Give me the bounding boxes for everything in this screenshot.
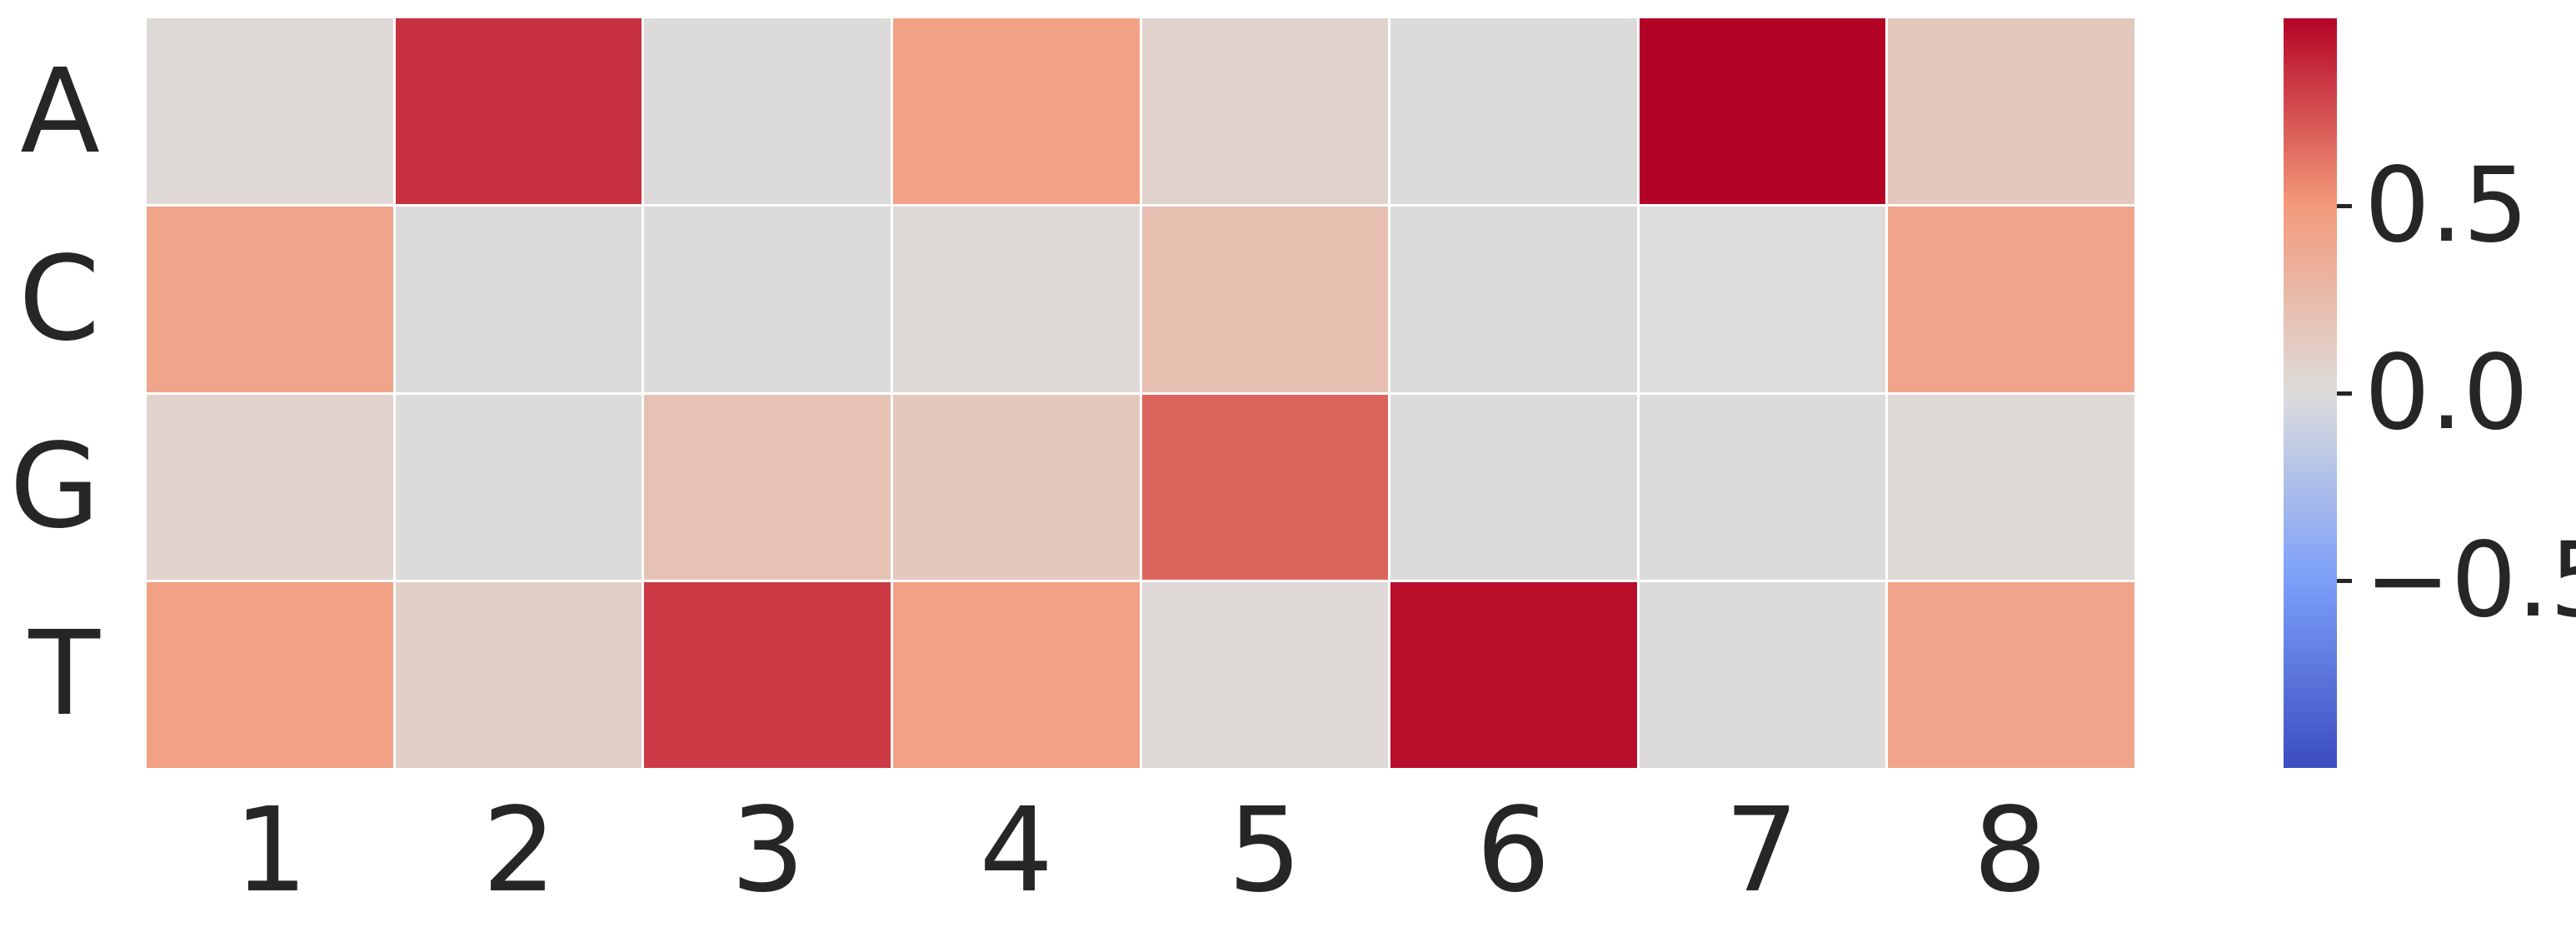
colorbar-tick-label: 0.0 xyxy=(2364,333,2529,453)
heatmap-cell xyxy=(1141,582,1389,768)
heatmap-cell xyxy=(1141,18,1389,204)
heatmap-cell xyxy=(147,18,393,204)
heatmap-cell xyxy=(1390,18,1637,204)
x-tick-label: 3 xyxy=(731,783,806,919)
heatmap-cell xyxy=(147,394,393,581)
x-tick-label: 5 xyxy=(1227,783,1302,919)
heatmap-cell xyxy=(1888,18,2134,204)
heatmap-cell xyxy=(1639,206,1886,392)
colorbar-tick-mark xyxy=(2337,578,2352,583)
heatmap-cell xyxy=(395,18,642,204)
x-tick-label: 6 xyxy=(1475,783,1550,919)
heatmap-cell xyxy=(395,206,642,392)
heatmap-cell xyxy=(892,394,1140,581)
x-tick-label: 1 xyxy=(233,783,308,919)
heatmap-grid xyxy=(147,18,2134,768)
colorbar-tick-mark xyxy=(2337,391,2352,396)
heatmap-cell xyxy=(395,582,642,768)
x-tick-label: 2 xyxy=(482,783,557,919)
x-tick-label: 7 xyxy=(1725,783,1800,919)
colorbar-tick-mark xyxy=(2337,203,2352,208)
y-tick-label: G xyxy=(9,418,101,555)
x-tick-label: 4 xyxy=(979,783,1054,919)
y-tick-label: A xyxy=(20,43,100,180)
y-tick-label: C xyxy=(18,231,100,367)
y-tick-label: T xyxy=(28,606,100,742)
heatmap-cell xyxy=(1639,394,1886,581)
heatmap-cell xyxy=(644,394,891,581)
heatmap-cell xyxy=(644,18,891,204)
heatmap-cell xyxy=(892,582,1140,768)
heatmap-cell xyxy=(1888,206,2134,392)
heatmap-cell xyxy=(892,18,1140,204)
heatmap-cell xyxy=(1141,206,1389,392)
colorbar-tick-label: −0.5 xyxy=(2364,521,2576,640)
heatmap-cell xyxy=(147,582,393,768)
heatmap-cell xyxy=(1390,582,1637,768)
heatmap-cell xyxy=(1390,206,1637,392)
x-tick-label: 8 xyxy=(1973,783,2048,919)
colorbar-tick-label: 0.5 xyxy=(2364,146,2529,266)
heatmap-cell xyxy=(395,394,642,581)
heatmap-cell xyxy=(644,206,891,392)
heatmap-cell xyxy=(1141,394,1389,581)
heatmap-cell xyxy=(644,582,891,768)
heatmap-cell xyxy=(1888,582,2134,768)
colorbar xyxy=(2284,18,2337,768)
heatmap-cell xyxy=(147,206,393,392)
heatmap-cell xyxy=(1639,582,1886,768)
heatmap-cell xyxy=(1639,18,1886,204)
heatmap-cell xyxy=(1390,394,1637,581)
heatmap-cell xyxy=(1888,394,2134,581)
heatmap-cell xyxy=(892,206,1140,392)
